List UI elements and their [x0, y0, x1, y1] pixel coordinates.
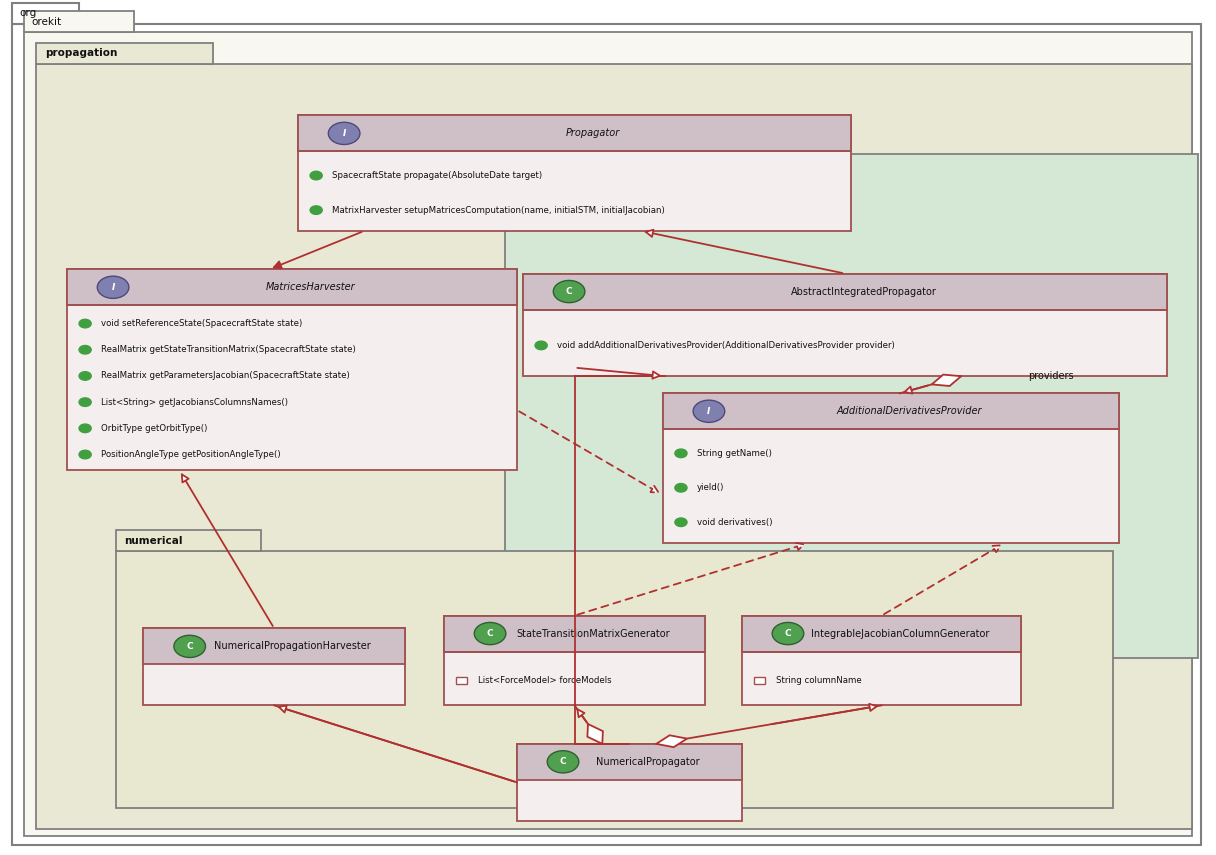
Text: integration: integration	[513, 139, 579, 148]
FancyBboxPatch shape	[24, 32, 1192, 836]
Text: String getName(): String getName()	[697, 449, 772, 457]
Circle shape	[79, 398, 91, 406]
FancyBboxPatch shape	[67, 269, 517, 470]
FancyBboxPatch shape	[143, 628, 405, 705]
Circle shape	[693, 400, 725, 422]
FancyBboxPatch shape	[444, 616, 705, 705]
Text: NumericalPropagationHarvester: NumericalPropagationHarvester	[214, 641, 371, 652]
Text: C: C	[559, 758, 567, 766]
FancyBboxPatch shape	[298, 115, 851, 151]
FancyBboxPatch shape	[505, 154, 1198, 658]
FancyBboxPatch shape	[742, 616, 1021, 652]
FancyBboxPatch shape	[143, 628, 405, 664]
Circle shape	[675, 449, 687, 457]
Circle shape	[79, 424, 91, 433]
Text: numerical: numerical	[124, 536, 182, 545]
Circle shape	[675, 518, 687, 527]
FancyBboxPatch shape	[663, 393, 1119, 429]
FancyBboxPatch shape	[517, 744, 742, 821]
FancyBboxPatch shape	[444, 616, 705, 652]
Text: void derivatives(): void derivatives()	[697, 518, 772, 527]
FancyBboxPatch shape	[12, 3, 79, 24]
Text: StateTransitionMatrixGenerator: StateTransitionMatrixGenerator	[516, 628, 670, 639]
Circle shape	[79, 319, 91, 327]
Text: C: C	[186, 642, 193, 651]
FancyBboxPatch shape	[663, 393, 1119, 543]
Text: AbstractIntegratedPropagator: AbstractIntegratedPropagator	[790, 286, 936, 297]
Circle shape	[79, 345, 91, 354]
Text: yield(): yield()	[697, 483, 725, 492]
FancyBboxPatch shape	[456, 676, 467, 684]
Text: Propagator: Propagator	[565, 128, 620, 139]
Text: RealMatrix getStateTransitionMatrix(SpacecraftState state): RealMatrix getStateTransitionMatrix(Spac…	[101, 345, 355, 354]
Text: List<String> getJacobiansColumnsNames(): List<String> getJacobiansColumnsNames()	[101, 398, 288, 407]
Text: void addAdditionalDerivativesProvider(AdditionalDerivativesProvider provider): void addAdditionalDerivativesProvider(Ad…	[557, 341, 895, 350]
Circle shape	[79, 451, 91, 459]
Text: String columnName: String columnName	[776, 676, 862, 685]
FancyBboxPatch shape	[523, 274, 1167, 376]
FancyBboxPatch shape	[36, 43, 213, 64]
Text: I: I	[708, 407, 710, 416]
Text: I: I	[112, 283, 114, 292]
Circle shape	[310, 171, 322, 180]
Text: providers: providers	[1028, 371, 1074, 381]
Text: org: org	[19, 9, 36, 18]
FancyBboxPatch shape	[523, 274, 1167, 310]
Circle shape	[328, 122, 360, 144]
Circle shape	[79, 372, 91, 380]
Text: orekit: orekit	[32, 17, 62, 27]
Text: RealMatrix getParametersJacobian(SpacecraftState state): RealMatrix getParametersJacobian(Spacecr…	[101, 371, 350, 380]
Text: List<ForceModel> forceModels: List<ForceModel> forceModels	[478, 676, 612, 685]
Text: NumericalPropagator: NumericalPropagator	[596, 757, 699, 767]
FancyBboxPatch shape	[505, 133, 663, 154]
FancyBboxPatch shape	[298, 115, 851, 231]
Circle shape	[474, 622, 506, 645]
Text: SpacecraftState propagate(AbsoluteDate target): SpacecraftState propagate(AbsoluteDate t…	[332, 171, 542, 180]
FancyBboxPatch shape	[24, 11, 134, 32]
Text: OrbitType getOrbitType(): OrbitType getOrbitType()	[101, 424, 207, 433]
Text: void setReferenceState(SpacecraftState state): void setReferenceState(SpacecraftState s…	[101, 319, 303, 328]
FancyBboxPatch shape	[36, 64, 1192, 829]
Circle shape	[547, 751, 579, 773]
FancyBboxPatch shape	[742, 616, 1021, 705]
Text: C: C	[565, 287, 573, 296]
Circle shape	[553, 280, 585, 303]
Text: PositionAngleType getPositionAngleType(): PositionAngleType getPositionAngleType()	[101, 450, 281, 459]
FancyBboxPatch shape	[116, 551, 1113, 808]
FancyBboxPatch shape	[116, 530, 261, 551]
Text: C: C	[486, 629, 494, 638]
Text: I: I	[343, 129, 345, 138]
FancyBboxPatch shape	[67, 269, 517, 305]
Circle shape	[675, 484, 687, 492]
Circle shape	[772, 622, 804, 645]
Circle shape	[310, 206, 322, 215]
Circle shape	[535, 341, 547, 350]
Polygon shape	[657, 735, 687, 747]
Circle shape	[97, 276, 129, 298]
Text: MatrixHarvester setupMatricesComputation(name, initialSTM, initialJacobian): MatrixHarvester setupMatricesComputation…	[332, 205, 665, 215]
Text: IntegrableJacobianColumnGenerator: IntegrableJacobianColumnGenerator	[811, 628, 989, 639]
Polygon shape	[931, 374, 961, 386]
FancyBboxPatch shape	[517, 744, 742, 780]
Circle shape	[174, 635, 206, 657]
Text: MatricesHarvester: MatricesHarvester	[265, 282, 355, 292]
Polygon shape	[587, 724, 603, 744]
FancyBboxPatch shape	[12, 24, 1201, 845]
FancyBboxPatch shape	[754, 676, 765, 684]
Text: AdditionalDerivativesProvider: AdditionalDerivativesProvider	[837, 406, 981, 416]
Text: C: C	[784, 629, 792, 638]
Text: propagation: propagation	[45, 49, 118, 58]
